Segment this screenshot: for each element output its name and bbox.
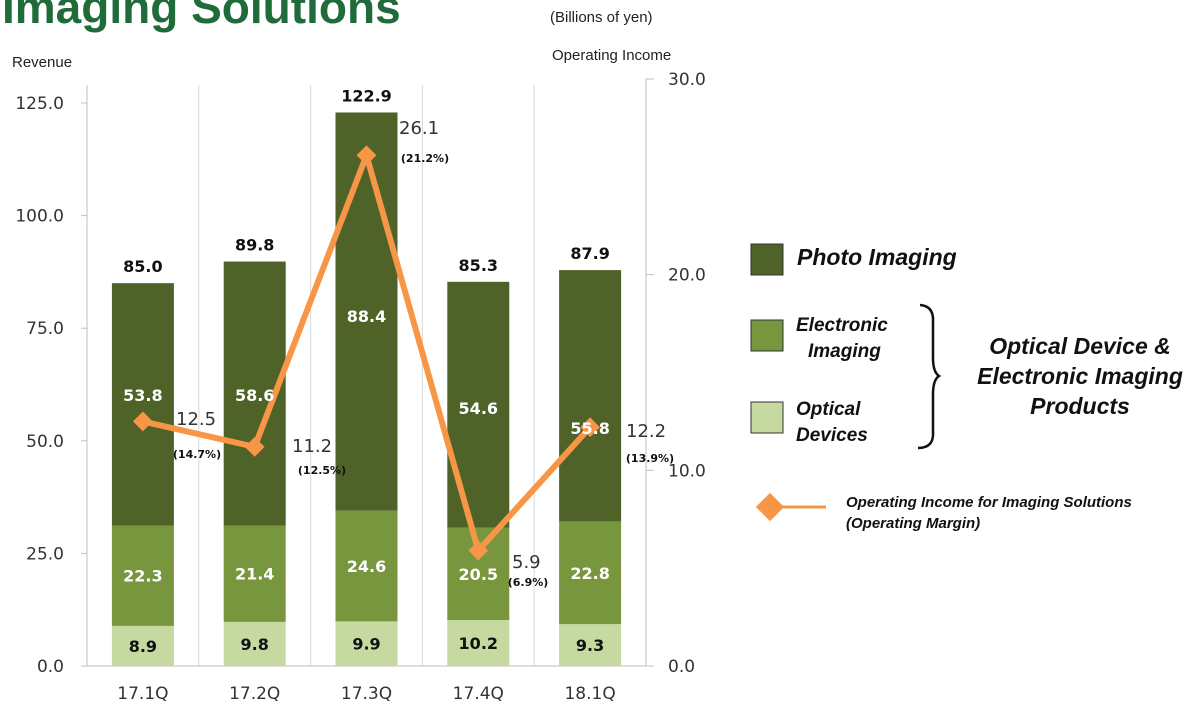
category-label: 18.1Q <box>564 684 615 704</box>
operating-income-line <box>133 145 600 561</box>
category-label: 17.1Q <box>117 684 168 704</box>
legend: Photo Imaging Electronic Imaging Optical… <box>750 243 1183 532</box>
label-electronic-imaging: 24.6 <box>347 557 386 576</box>
label-electronic-imaging: 21.4 <box>235 565 274 584</box>
bar-segment-optical-devices <box>223 621 286 666</box>
legend-marker-operating-income <box>755 492 785 522</box>
operating-income-value-label: 12.5 <box>176 409 216 430</box>
label-electronic-imaging: 22.3 <box>123 567 162 586</box>
category-label: 17.4Q <box>453 684 504 704</box>
operating-income-value-label: 5.9 <box>512 552 541 573</box>
label-photo-imaging: 54.6 <box>459 399 498 418</box>
bar-total-label: 85.0 <box>123 257 162 276</box>
legend-label-oi-line1: Operating Income for Imaging Solutions <box>846 494 1132 511</box>
legend-swatch-photo-imaging <box>750 243 784 276</box>
bar-segment-optical-devices <box>335 621 398 666</box>
bar-segment-optical-devices <box>447 620 510 666</box>
left-tick-label: 0.0 <box>37 657 64 677</box>
right-tick-label: 30.0 <box>668 70 706 90</box>
legend-label-electronic-line1: Electronic <box>796 315 888 336</box>
right-tick-label: 20.0 <box>668 266 706 286</box>
bar-segment-optical-devices <box>559 624 622 666</box>
left-tick-label: 50.0 <box>26 432 64 452</box>
data-labels: 8.9 22.3 53.8 85.0 9.8 21.4 58.6 89.8 9.9 24.6 88.… <box>123 86 674 655</box>
legend-label-optical-line1: Optical <box>796 399 861 420</box>
left-tick-label: 25.0 <box>26 544 64 564</box>
bar-segment-electronic-imaging <box>335 510 398 622</box>
legend-label-optical-line2: Devices <box>796 425 868 446</box>
left-tick-label: 75.0 <box>26 319 64 339</box>
operating-income-marker <box>580 417 600 438</box>
operating-income-value-label: 12.2 <box>626 421 666 442</box>
category-label: 17.3Q <box>341 684 392 704</box>
bar-segment-photo-imaging <box>335 112 398 511</box>
label-optical-devices: 8.9 <box>129 637 157 656</box>
operating-income-marker <box>133 411 153 432</box>
operating-margin-label: (12.5%) <box>298 464 346 477</box>
right-tick-label: 10.0 <box>668 461 706 481</box>
bar-segment-electronic-imaging <box>559 521 622 625</box>
bar-total-label: 85.3 <box>459 256 498 275</box>
bar-segment-photo-imaging <box>111 283 174 526</box>
legend-group-line1: Optical Device & <box>989 333 1171 359</box>
label-electronic-imaging: 20.5 <box>459 565 498 584</box>
label-electronic-imaging: 22.8 <box>570 564 609 583</box>
label-photo-imaging: 58.6 <box>235 386 274 405</box>
operating-margin-label: (14.7%) <box>173 448 221 461</box>
right-tick-label: 0.0 <box>668 657 695 677</box>
category-label: 17.2Q <box>229 684 280 704</box>
label-photo-imaging: 88.4 <box>347 307 386 326</box>
bar-total-label: 122.9 <box>341 86 392 105</box>
label-optical-devices: 9.3 <box>576 636 604 655</box>
operating-margin-label: (21.2%) <box>401 152 449 165</box>
operating-income-marker <box>244 436 265 457</box>
legend-swatch-electronic-imaging <box>750 319 784 352</box>
operating-income-value-label: 26.1 <box>399 118 439 139</box>
label-optical-devices: 9.8 <box>241 635 269 654</box>
legend-group-line2: Electronic Imaging <box>977 363 1183 389</box>
legend-swatch-optical-devices <box>750 401 784 434</box>
label-optical-devices: 10.2 <box>459 634 498 653</box>
left-axis-label: Revenue <box>12 54 72 71</box>
left-tick-label: 125.0 <box>15 94 64 114</box>
left-tick-label: 100.0 <box>15 207 64 227</box>
unit-note: (Billions of yen) <box>550 9 653 26</box>
axes: 0.0 25.0 50.0 75.0 100.0 125.0 0.0 10.0 20.0 30.0… <box>15 70 706 704</box>
bar-segment-optical-devices <box>111 625 174 666</box>
operating-income-marker <box>468 540 489 561</box>
label-optical-devices: 9.9 <box>352 635 380 654</box>
operating-margin-label: (13.9%) <box>626 452 674 465</box>
operating-margin-label: (6.9%) <box>508 576 549 589</box>
bar-segment-electronic-imaging <box>223 525 286 622</box>
bar-segment-photo-imaging <box>559 270 622 522</box>
stacked-bars <box>111 112 622 666</box>
legend-group-brace <box>917 303 942 450</box>
page-title: Imaging Solutions <box>2 0 401 33</box>
label-photo-imaging: 53.8 <box>123 386 162 405</box>
legend-group-line3: Products <box>1030 393 1130 419</box>
bar-segment-electronic-imaging <box>111 525 174 626</box>
bar-total-label: 89.8 <box>235 236 274 255</box>
label-photo-imaging: 55.8 <box>570 419 609 438</box>
legend-label-photo-imaging: Photo Imaging <box>797 244 957 270</box>
right-axis-label: Operating Income <box>552 47 671 64</box>
legend-label-electronic-line2: Imaging <box>808 341 881 362</box>
operating-income-marker <box>356 145 377 166</box>
operating-income-value-label: 11.2 <box>292 436 332 457</box>
bar-total-label: 87.9 <box>570 244 609 263</box>
legend-label-oi-line2: (Operating Margin) <box>846 515 980 532</box>
